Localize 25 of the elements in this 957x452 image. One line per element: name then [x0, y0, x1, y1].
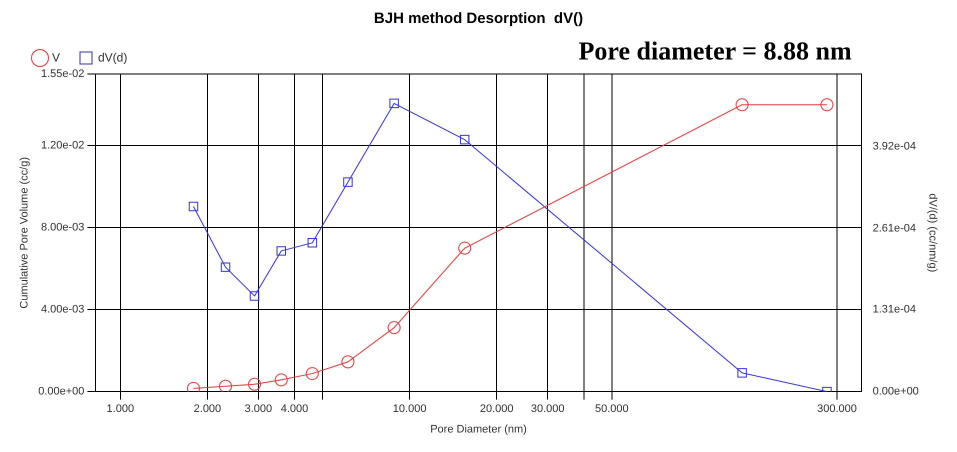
- chart-title: BJH method Desorption dV(): [374, 10, 584, 28]
- x-tick-label: 3.000: [244, 403, 272, 416]
- y-tick-label: 1.55e-02: [40, 68, 84, 80]
- legend-label: dV(d): [98, 50, 128, 64]
- x-tick-label: 1.000: [106, 403, 134, 416]
- x-tick-label: 4.000: [280, 403, 308, 416]
- y-tick-label: 0.00e+00: [38, 386, 84, 398]
- x-tick-label: 30.000: [530, 403, 564, 416]
- y-tick-label: 8.00e-03: [40, 222, 84, 234]
- text: Pore diameter = 8.88 nm: [578, 36, 852, 66]
- y2-axis-title: dV/(d) (cc/nm/g): [926, 193, 938, 272]
- x-axis-title: Pore Diameter (nm): [430, 423, 527, 436]
- x-tick-label: 300.000: [817, 403, 857, 416]
- x-tick-label: 20.000: [480, 403, 514, 416]
- legend-label: V: [52, 50, 60, 64]
- x-tick-label: 50.000: [595, 403, 629, 416]
- y2-tick-label: 1.31e-04: [872, 304, 916, 316]
- y2-tick-label: 2.61e-04: [872, 222, 916, 234]
- y-tick-label: 4.00e-03: [40, 304, 84, 316]
- y2-tick-label: 3.92e-04: [872, 140, 916, 153]
- y2-tick-label: 0.00e+00: [872, 386, 919, 398]
- y-tick-label: 1.20e-02: [40, 140, 84, 152]
- x-tick-label: 2.000: [194, 403, 222, 416]
- y-axis-title: Cumulative Pore Volume (cc/g): [18, 156, 31, 309]
- x-tick-label: 10.000: [392, 403, 426, 416]
